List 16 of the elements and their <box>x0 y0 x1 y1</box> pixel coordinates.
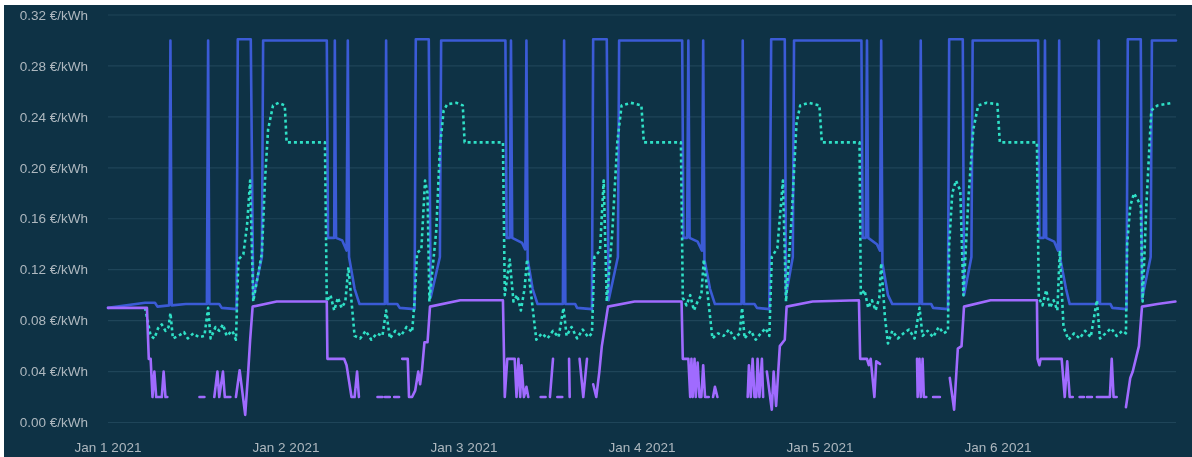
line-series <box>106 37 1178 311</box>
y-tick-label: 0.04 €/kWh <box>19 364 88 380</box>
y-tick-label: 0.28 €/kWh <box>19 58 88 74</box>
x-tick-label: Jan 4 2021 <box>608 439 676 455</box>
x-tick-label: Jan 1 2021 <box>74 439 142 455</box>
y-tick-label: 0.32 €/kWh <box>19 7 88 23</box>
y-tick-label: 0.00 €/kWh <box>19 415 88 431</box>
x-tick-label: Jan 3 2021 <box>430 439 498 455</box>
y-tick-label: 0.20 €/kWh <box>19 160 88 176</box>
y-tick-label: 0.12 €/kWh <box>19 262 88 278</box>
y-tick-label: 0.24 €/kWh <box>19 109 88 125</box>
x-tick-label: Jan 6 2021 <box>964 439 1032 455</box>
y-tick-label: 0.16 €/kWh <box>19 211 88 227</box>
x-tick-label: Jan 5 2021 <box>786 439 854 455</box>
x-tick-label: Jan 2 2021 <box>252 439 320 455</box>
y-tick-label: 0.08 €/kWh <box>19 313 88 329</box>
